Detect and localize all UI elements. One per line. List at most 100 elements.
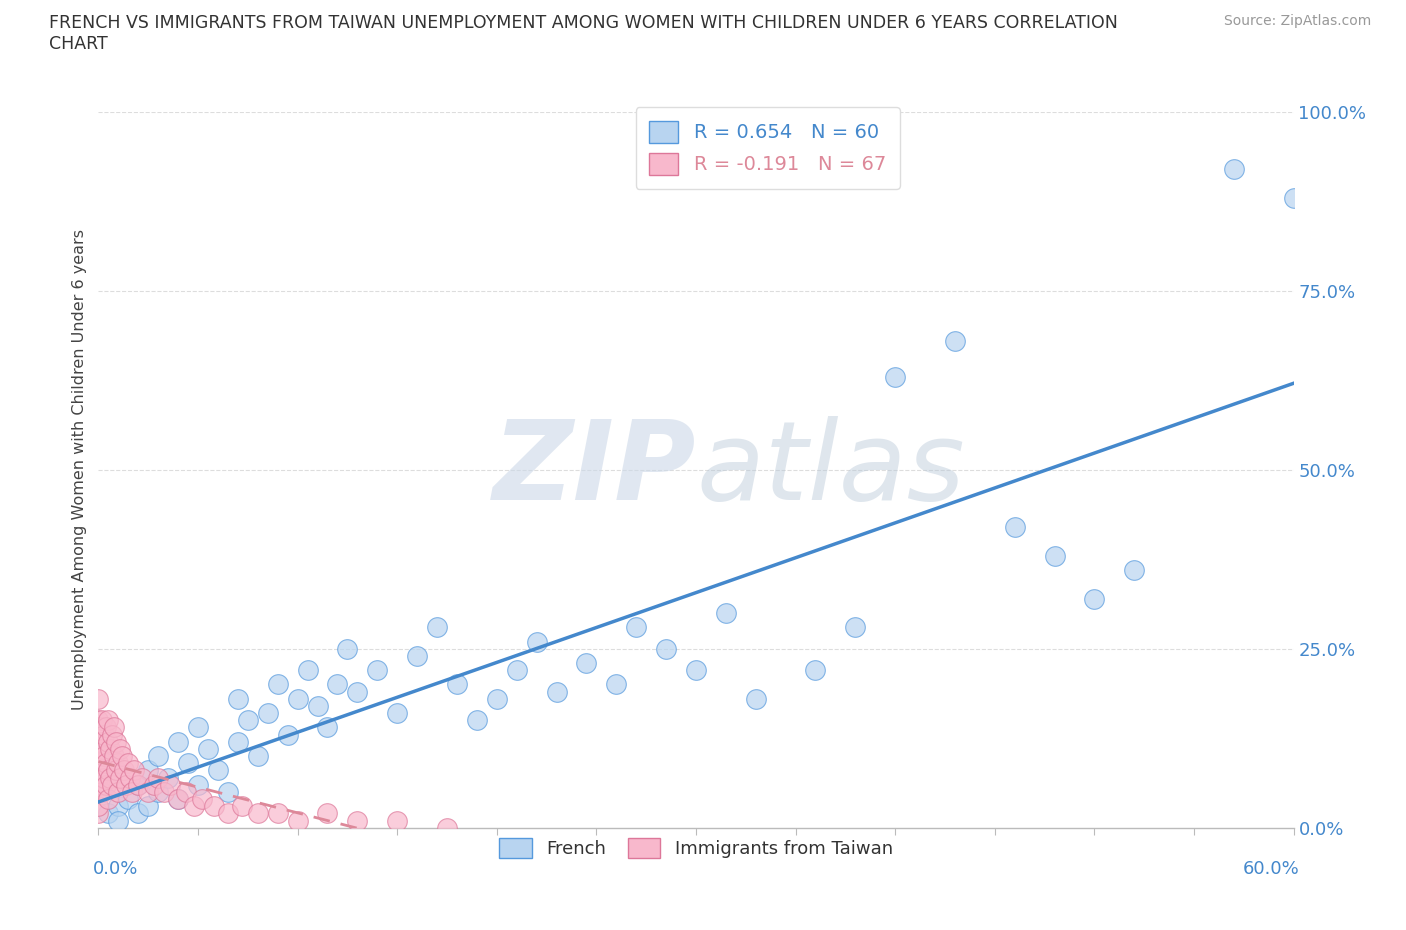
Point bbox=[93, 727, 115, 742]
Point bbox=[187, 777, 209, 792]
Point bbox=[136, 785, 159, 800]
Point bbox=[87, 770, 110, 785]
Point bbox=[148, 785, 170, 800]
Text: 60.0%: 60.0% bbox=[1243, 860, 1299, 878]
Point bbox=[107, 799, 129, 814]
Point bbox=[157, 770, 180, 785]
Point bbox=[96, 756, 118, 771]
Point bbox=[1123, 563, 1146, 578]
Point bbox=[89, 735, 111, 750]
Point bbox=[217, 806, 239, 821]
Point bbox=[287, 691, 309, 706]
Point bbox=[307, 698, 329, 713]
Point bbox=[177, 756, 200, 771]
Point bbox=[97, 763, 120, 777]
Text: FRENCH VS IMMIGRANTS FROM TAIWAN UNEMPLOYMENT AMONG WOMEN WITH CHILDREN UNDER 6 : FRENCH VS IMMIGRANTS FROM TAIWAN UNEMPLO… bbox=[49, 14, 1118, 32]
Point bbox=[105, 763, 128, 777]
Point bbox=[297, 663, 319, 678]
Point bbox=[117, 791, 139, 806]
Point bbox=[87, 712, 110, 727]
Point bbox=[107, 756, 129, 771]
Point bbox=[87, 806, 110, 821]
Point bbox=[884, 369, 907, 384]
Point bbox=[87, 763, 110, 777]
Point bbox=[96, 777, 118, 792]
Point bbox=[98, 741, 122, 756]
Point bbox=[136, 763, 159, 777]
Point bbox=[626, 619, 648, 634]
Point bbox=[1004, 520, 1026, 535]
Point bbox=[91, 763, 114, 777]
Point bbox=[246, 806, 269, 821]
Point bbox=[117, 756, 139, 771]
Point bbox=[124, 763, 146, 777]
Point bbox=[87, 691, 110, 706]
Point bbox=[197, 741, 219, 756]
Point bbox=[277, 727, 299, 742]
Point bbox=[167, 791, 190, 806]
Point bbox=[103, 749, 125, 764]
Point bbox=[605, 677, 627, 692]
Point bbox=[153, 785, 176, 800]
Point bbox=[87, 749, 110, 764]
Point bbox=[89, 720, 111, 735]
Point bbox=[98, 770, 122, 785]
Point bbox=[183, 799, 205, 814]
Text: Source: ZipAtlas.com: Source: ZipAtlas.com bbox=[1223, 14, 1371, 28]
Point bbox=[93, 770, 115, 785]
Point bbox=[546, 684, 568, 699]
Point bbox=[121, 785, 143, 800]
Point bbox=[101, 777, 124, 792]
Point bbox=[87, 735, 110, 750]
Point bbox=[446, 677, 468, 692]
Legend: French, Immigrants from Taiwan: French, Immigrants from Taiwan bbox=[492, 830, 900, 865]
Point bbox=[148, 749, 170, 764]
Point bbox=[127, 806, 149, 821]
Point bbox=[131, 770, 153, 785]
Point bbox=[485, 691, 508, 706]
Point bbox=[127, 777, 149, 792]
Point bbox=[346, 813, 368, 828]
Point bbox=[366, 663, 388, 678]
Point bbox=[97, 806, 120, 821]
Point bbox=[844, 619, 866, 634]
Point bbox=[714, 605, 737, 620]
Text: ZIP: ZIP bbox=[492, 416, 696, 524]
Point bbox=[91, 785, 114, 800]
Point bbox=[89, 777, 111, 792]
Point bbox=[107, 813, 129, 828]
Point bbox=[385, 706, 409, 721]
Point bbox=[246, 749, 269, 764]
Point bbox=[202, 799, 225, 814]
Point bbox=[226, 735, 249, 750]
Point bbox=[148, 770, 170, 785]
Point bbox=[506, 663, 529, 678]
Point bbox=[385, 813, 409, 828]
Point bbox=[236, 712, 259, 727]
Point bbox=[207, 763, 229, 777]
Point bbox=[174, 785, 197, 800]
Point bbox=[97, 735, 120, 750]
Point bbox=[97, 791, 120, 806]
Point bbox=[101, 727, 124, 742]
Y-axis label: Unemployment Among Women with Children Under 6 years: Unemployment Among Women with Children U… bbox=[72, 229, 87, 711]
Point bbox=[316, 720, 339, 735]
Point bbox=[436, 820, 458, 835]
Point bbox=[105, 735, 128, 750]
Point bbox=[136, 799, 159, 814]
Point bbox=[426, 619, 449, 634]
Point bbox=[316, 806, 339, 821]
Point bbox=[346, 684, 368, 699]
Point bbox=[256, 706, 278, 721]
Point bbox=[231, 799, 253, 814]
Point bbox=[406, 648, 429, 663]
Point bbox=[112, 763, 135, 777]
Text: 0.0%: 0.0% bbox=[93, 860, 138, 878]
Point bbox=[120, 770, 142, 785]
Point bbox=[575, 656, 598, 671]
Point bbox=[465, 712, 488, 727]
Point bbox=[267, 806, 290, 821]
Point bbox=[93, 749, 115, 764]
Point bbox=[110, 741, 132, 756]
Point bbox=[1282, 190, 1305, 205]
